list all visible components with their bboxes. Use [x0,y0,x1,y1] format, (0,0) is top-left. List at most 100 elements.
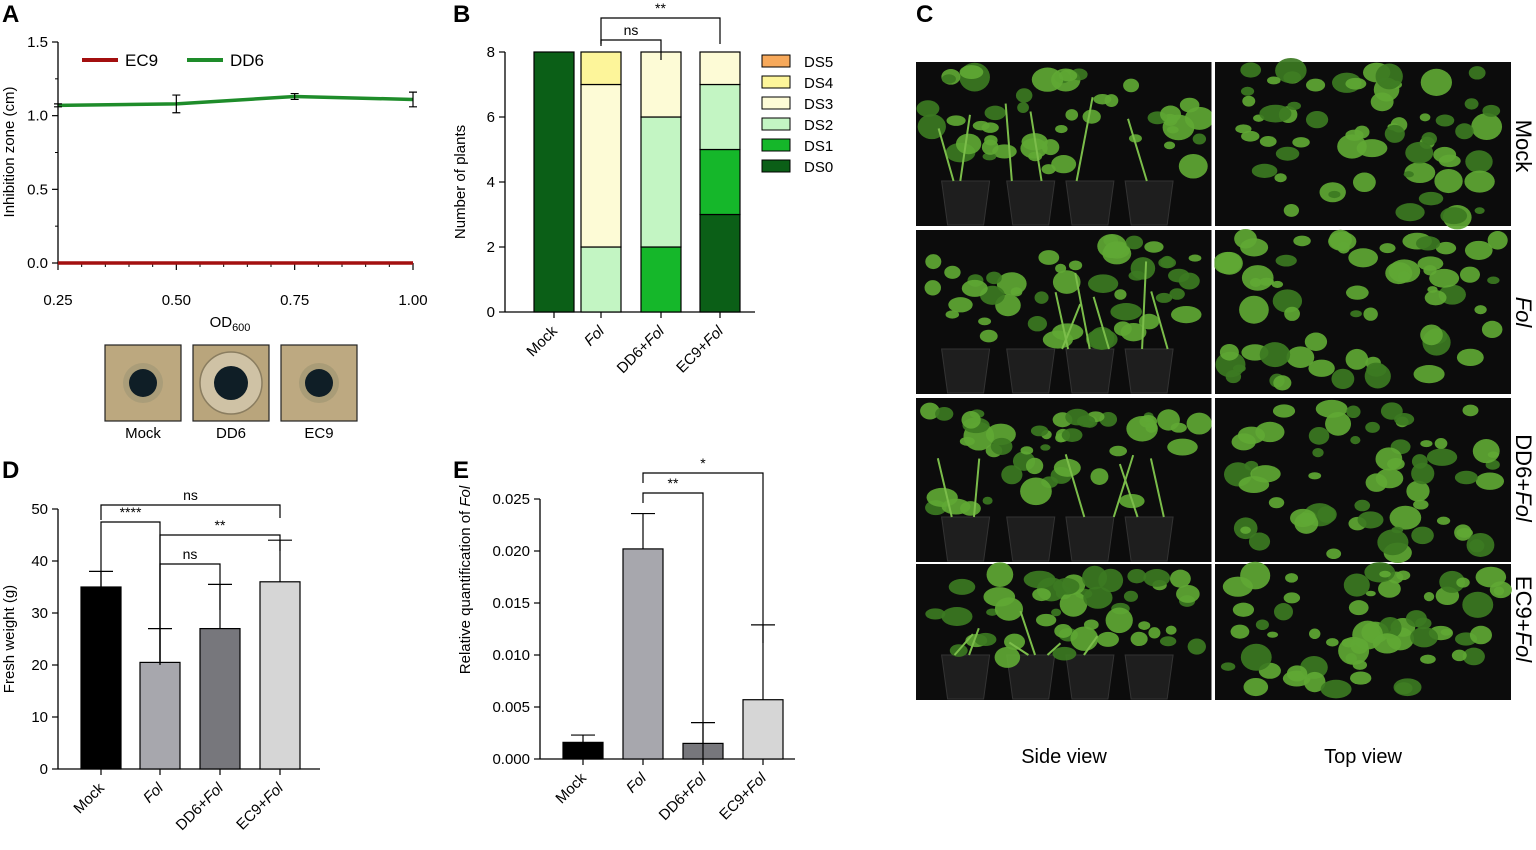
photo-mock-top-leaf [1440,207,1468,225]
photo-ec9-fol-side-leaf [1054,624,1073,638]
photo-fol-side-leaf [945,310,960,319]
panel-b-bar-dd6-fol-ds1 [640,246,682,313]
photo-fol-top-leaf [1213,251,1242,275]
photo-dd6-fol-side-leaf [1053,458,1081,477]
panel-a-x-label: OD600 [210,314,251,334]
photo-fol-side-leaf [1110,303,1142,321]
panel-b-bar-mock-ds0 [533,51,575,313]
photo-fol-side-pot-2 [1065,348,1115,394]
photo-fol-side-leaf [1052,270,1081,294]
photo-fol-top-leaf [1219,344,1239,361]
photo-fol-top-leaf [1350,310,1362,318]
photo-mock-top-leaf [1405,141,1434,164]
photo-fol-side-leaf [1144,241,1164,253]
photo-dd6-fol-side-stem [972,458,981,518]
panel-b-legend-label-ds3: DS3 [804,96,833,113]
photo-mock-side-leaf [1082,109,1101,124]
panel-b-sig-star-label: ** [655,0,666,16]
photo-ec9-fol-side-leaf [994,597,1024,621]
photo-ec9-fol-top-leaf [1396,570,1411,581]
photo-fol-top-leaf [1240,238,1269,257]
photo-mock-top-leaf [1418,191,1444,206]
photo-dd6-fol-top-leaf [1411,526,1434,545]
panel-b-sig-star-line [600,17,721,44]
photo-fol-side-leaf [1052,323,1084,341]
photo-fol-top-leaf [1363,307,1378,321]
panel-d-category-dd6-fol: DD6+Fol [173,779,228,834]
photo-dd6-fol-side-leaf [1109,445,1127,457]
panel-e-ytick-label-2: 0.010 [492,647,530,664]
photo-mock-side-leaf [1058,69,1078,82]
photo-dd6-fol-top-leaf [1250,465,1281,483]
photo-mock-top-leaf [1345,77,1367,90]
photo-ec9-fol-top-leaf [1230,624,1250,639]
photo-ec9-fol-side-leaf [948,578,976,595]
photo-fol-side-leaf [1155,292,1173,303]
photo-ec9-fol-top-leaf [1350,671,1372,685]
panel-b-legend-label-ds4: DS4 [804,75,833,92]
panel-a-xtick-label-2: 0.75 [280,292,309,309]
panel-d-chart: Fresh weight (g) 0 10 20 30 40 50 Mock FolDD6+F… [1,487,320,834]
row-label-mock: Mock [1511,120,1536,174]
photo-fol-top-leaf [1232,364,1246,373]
panel-e-sig-1-label: * [700,455,706,471]
photo-mock-side-leaf [1028,151,1043,162]
panel-a-ytick-label-3: 1.5 [27,34,48,51]
panel-b-category-fol-italic: Fol [581,322,608,349]
photo-ec9-fol-top-leaf [1348,600,1369,616]
panel-d-category-fol: Fol [140,779,167,806]
photo-fol-side-leaf [925,254,942,270]
photo-fol-side-leaf [1125,235,1144,250]
photo-fol-side-leaf [1188,254,1202,262]
photo-ec9-fol-side-pot-0 [941,654,991,700]
photo-mock-top-leaf [1464,170,1495,193]
photo-ec9-fol-top-leaf [1283,592,1301,604]
photo-ec9-fol-side-leaf [1036,613,1057,627]
photo-mock-side-leaf [982,152,997,161]
photo-ec9-fol-side-leaf [1127,568,1147,584]
photo-mock-top-leaf [1395,203,1425,222]
photo-ec9-fol-top-leaf [1423,591,1435,602]
photo-dd6-fol-top-leaf [1312,447,1324,458]
photo-mock-side-leaf [1015,88,1033,103]
photo-mock-side-leaf [1020,138,1048,159]
photo-mock-top-leaf [1455,123,1474,140]
photo-mock-side-stem [1004,103,1013,182]
photo-mock-side-pot-0 [941,180,991,226]
photo-ec9-fol-side-leaf [1059,591,1088,617]
photo-ec9-fol-top-leaf [1462,591,1494,618]
photo-fol-top-leaf [1328,231,1357,251]
photo-mock-top-leaf [1292,137,1310,148]
photo-mock-top-leaf [1259,104,1292,123]
photo-mock-side-leaf [981,139,999,155]
row-label-fol: Fol [1511,297,1536,329]
photo-mock-top-leaf [1328,190,1341,199]
panel-b-bar-fol-ds3 [580,83,622,248]
photo-dd6-fol-side-stem [1064,454,1086,518]
panel-e-bar-fol [622,548,664,760]
photo-fol-top-leaf [1429,268,1460,288]
photo-fol-top-leaf [1308,359,1335,377]
photo-mock-side-leaf [1017,102,1029,114]
panel-d-ytick-label-0: 0 [40,761,48,778]
photo-dd6-fol-side-pot-2 [1065,516,1115,562]
photo-ec9-fol-side-stem [1019,610,1037,656]
photo-dd6-fol-top-leaf [1290,508,1316,528]
photo-fol-top-leaf [1459,266,1480,283]
photo-mock-top-leaf [1384,124,1405,143]
panel-d-sig-1-label: ns [183,546,198,562]
panel-b-legend-swatch-ds0 [761,159,791,173]
photo-fol-side-pot-0 [941,348,991,394]
photo-fol-top-leaf [1273,375,1292,391]
photo-fol-side-leaf [996,272,1027,296]
photo-dd6-fol-top-leaf [1325,411,1352,436]
photo-fol-side-leaf [1097,233,1127,259]
photo-ec9-fol-side-leaf [1052,646,1077,661]
photo-fol-side-stem [1092,296,1110,350]
photo-mock-side-pot-2 [1065,180,1115,226]
panel-d-sig-2-line [159,534,281,661]
photo-ec9-fol-side-leaf [1083,586,1113,609]
photo-fol-top-leaf [1464,240,1493,260]
photo-mock-top-leaf [1474,207,1485,214]
photo-fol-top-leaf [1249,277,1262,287]
